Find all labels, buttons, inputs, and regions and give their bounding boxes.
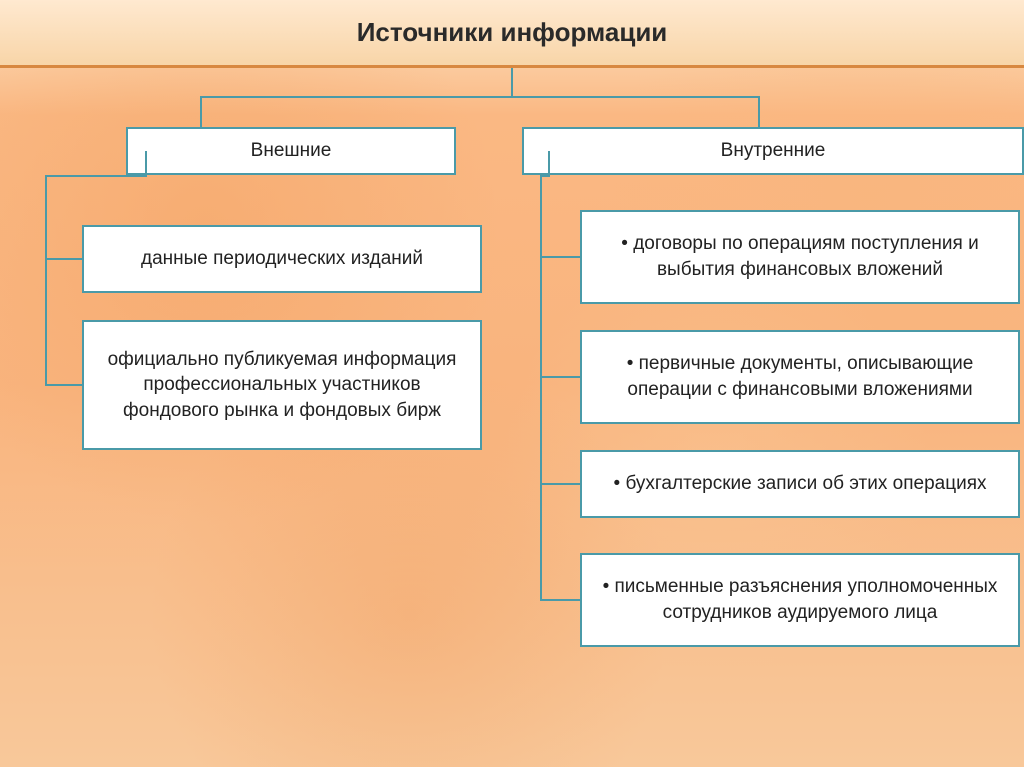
connector-ext1 <box>45 258 82 260</box>
node-ext1-label: данные периодических изданий <box>141 246 423 272</box>
connector-ext-trunk <box>45 175 47 385</box>
node-external: Внешние <box>126 127 456 175</box>
page-title: Источники информации <box>357 17 668 48</box>
connector-ext-top <box>45 175 145 177</box>
node-ext1: данные периодических изданий <box>82 225 482 293</box>
node-int1-label: • договоры по операциям поступления и вы… <box>596 231 1004 282</box>
connector-int2 <box>540 376 580 378</box>
node-int4-label: • письменные разъяснения уполномоченных … <box>596 574 1004 625</box>
connector-root-horizontal <box>200 96 760 98</box>
connector-int4 <box>540 599 580 601</box>
connector-root-down <box>511 68 513 98</box>
node-int1: • договоры по операциям поступления и вы… <box>580 210 1020 304</box>
node-int4: • письменные разъяснения уполномоченных … <box>580 553 1020 647</box>
connector-int-top-up <box>548 151 550 177</box>
connector-int1 <box>540 256 580 258</box>
node-int2: • первичные документы, описывающие опера… <box>580 330 1020 424</box>
node-internal: Внутренние <box>522 127 1024 175</box>
node-int2-label: • первичные документы, описывающие опера… <box>596 351 1004 402</box>
connector-ext-top-up <box>145 151 147 177</box>
node-int3-label: • бухгалтерские записи об этих операциях <box>614 471 987 497</box>
connector-to-internal <box>758 96 760 127</box>
title-bar: Источники информации <box>0 0 1024 68</box>
node-internal-label: Внутренние <box>721 138 826 164</box>
node-ext2: официально публикуемая информация профес… <box>82 320 482 450</box>
node-ext2-label: официально публикуемая информация профес… <box>98 347 466 424</box>
node-external-label: Внешние <box>251 138 332 164</box>
connector-to-external <box>200 96 202 127</box>
connector-int-trunk <box>540 175 542 600</box>
node-int3: • бухгалтерские записи об этих операциях <box>580 450 1020 518</box>
connector-ext2 <box>45 384 82 386</box>
connector-int3 <box>540 483 580 485</box>
